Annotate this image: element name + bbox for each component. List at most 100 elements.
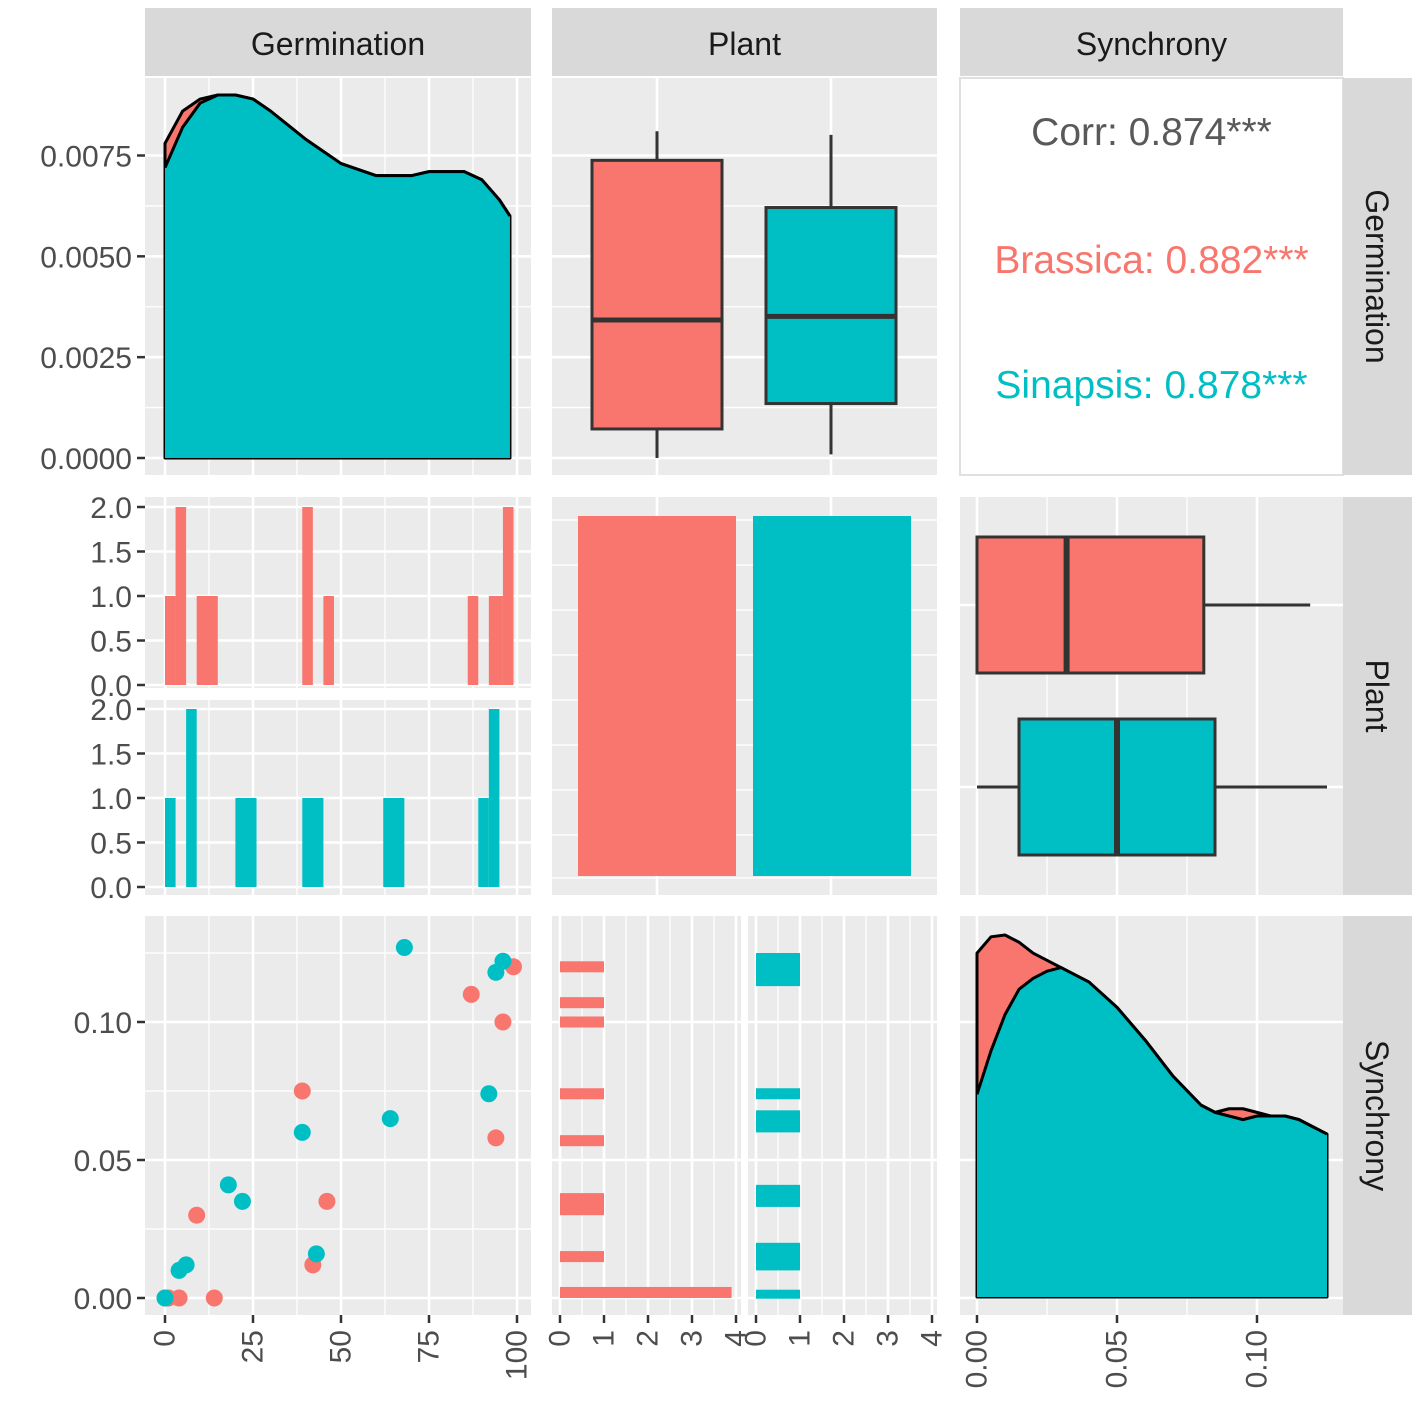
top-strip: [145, 8, 531, 76]
x-tick-label: 0.10: [1241, 1330, 1274, 1388]
y-tick-label: 0.0: [90, 872, 132, 905]
y-tick-label: 1.5: [90, 739, 132, 772]
histogram-bar-sinapsis: [488, 709, 500, 887]
y-tick-label: 2.0: [90, 492, 132, 525]
top-strip-label: Plant: [708, 26, 781, 62]
box-brassica: [590, 158, 724, 431]
scatter-point-sinapsis: [293, 1123, 311, 1141]
sync-histogram-bar-brassica: [560, 1193, 604, 1216]
sync-histogram-bar-brassica: [560, 997, 604, 1009]
histogram-bar-sinapsis: [383, 798, 405, 887]
x-tick-label: 0.00: [961, 1330, 994, 1388]
y-tick-label: 1.0: [90, 783, 132, 816]
scatter-point-brassica: [487, 1129, 505, 1147]
scatter-point-sinapsis: [494, 952, 512, 970]
x-tick-label: 50: [325, 1330, 358, 1363]
scatter-point-sinapsis: [233, 1192, 251, 1210]
histogram-bar-brassica: [467, 596, 479, 685]
sync-histogram-bar-brassica: [560, 961, 604, 973]
histogram-bar-sinapsis: [186, 709, 197, 887]
sync-histogram-bar-sinapsis: [756, 1110, 800, 1133]
density-outline-sinapsis: [163, 93, 512, 217]
x-tick-label: 2: [632, 1330, 665, 1347]
scatter-point-brassica: [170, 1289, 188, 1307]
sync-histogram-bar-brassica: [560, 1135, 604, 1147]
histogram-bar-sinapsis: [478, 798, 489, 887]
top-strip-label: Synchrony: [1076, 26, 1227, 62]
right-strip-label: Germination: [1359, 189, 1395, 363]
y-tick-label: 0.10: [74, 1007, 132, 1040]
y-tick-label: 0.00: [74, 1283, 132, 1316]
sync-histogram-bar-brassica: [560, 1251, 604, 1263]
box-sinapsis: [764, 206, 898, 406]
sync-histogram-bar-sinapsis: [756, 953, 800, 987]
right-strip: [1343, 78, 1412, 475]
x-tick-label: 2: [828, 1330, 861, 1347]
x-tick-label: 4: [916, 1330, 949, 1347]
y-tick-label: 0.0025: [40, 342, 132, 375]
scatter-point-sinapsis: [219, 1176, 237, 1194]
y-tick-label: 0.5: [90, 828, 132, 861]
x-tick-label: 0.05: [1101, 1330, 1134, 1388]
corr-overall: Corr: 0.874***: [1031, 111, 1272, 154]
scatter-point-brassica: [462, 985, 480, 1003]
scatter-point-brassica: [494, 1013, 512, 1031]
right-strip-label: Plant: [1359, 660, 1395, 733]
scatter-point-sinapsis: [381, 1110, 399, 1128]
scatter-point-sinapsis: [177, 1256, 195, 1274]
sync-histogram-bar-sinapsis: [756, 1088, 800, 1100]
x-tick-label: 75: [413, 1330, 446, 1363]
right-strip: [1343, 497, 1412, 895]
x-tick-label: 4: [720, 1330, 753, 1347]
plant-bar-brassica: [578, 516, 736, 876]
corr-brassica: Brassica: 0.882***: [994, 239, 1308, 282]
right-strip-label: Synchrony: [1359, 1040, 1395, 1191]
x-tick-label: 0: [740, 1330, 773, 1347]
scatter-point-brassica: [205, 1289, 223, 1307]
top-strip-label: Germination: [251, 26, 425, 62]
x-tick-label: 100: [501, 1330, 534, 1380]
right-strip: [1343, 916, 1412, 1315]
histogram-bar-sinapsis: [302, 798, 324, 887]
plant-bar-sinapsis: [753, 516, 911, 876]
sync-histogram-bar-sinapsis: [756, 1289, 800, 1299]
sync-histogram-bar-brassica: [560, 1286, 732, 1298]
x-tick-label: 0: [544, 1330, 577, 1347]
top-strip: [960, 8, 1343, 76]
histogram-bar-brassica: [165, 596, 176, 685]
sync-histogram-bar-brassica: [560, 1088, 604, 1100]
x-tick-label: 3: [676, 1330, 709, 1347]
sync-histogram-bar-sinapsis: [756, 1242, 800, 1271]
histogram-bar-brassica: [302, 507, 313, 685]
sync-density-sinapsis: [977, 967, 1327, 1297]
y-tick-label: 1.0: [90, 581, 132, 614]
corr-sinapsis: Sinapsis: 0.878***: [995, 364, 1307, 407]
density-area-sinapsis: [165, 95, 510, 458]
histogram-bar-brassica: [196, 596, 218, 685]
y-tick-label: 0.0: [90, 670, 132, 703]
sync-density-outline-sinapsis: [975, 966, 1328, 1136]
y-tick-label: 0.05: [74, 1145, 132, 1178]
y-tick-label: 0.5: [90, 626, 132, 659]
scatter-point-sinapsis: [395, 938, 413, 956]
top-strip: [552, 8, 937, 76]
scatter-point-brassica: [188, 1206, 206, 1224]
histogram-bar-brassica: [175, 507, 187, 685]
histogram-bar-sinapsis: [165, 798, 176, 887]
histogram-bar-sinapsis: [235, 798, 257, 887]
scatter-point-sinapsis: [156, 1289, 174, 1307]
x-tick-label: 1: [784, 1330, 817, 1347]
y-tick-label: 2.0: [90, 694, 132, 727]
scatter-point-brassica: [318, 1192, 336, 1210]
histogram-bar-brassica: [323, 596, 334, 685]
histogram-bar-brassica: [502, 507, 514, 685]
x-tick-label: 0: [149, 1330, 182, 1347]
x-tick-label: 1: [588, 1330, 621, 1347]
x-tick-label: 3: [872, 1330, 905, 1347]
y-tick-label: 0.0075: [40, 141, 132, 174]
box-brassica: [975, 535, 1206, 675]
y-tick-label: 0.0000: [40, 443, 132, 476]
y-tick-label: 1.5: [90, 537, 132, 570]
correlation-panel: [959, 77, 1344, 476]
